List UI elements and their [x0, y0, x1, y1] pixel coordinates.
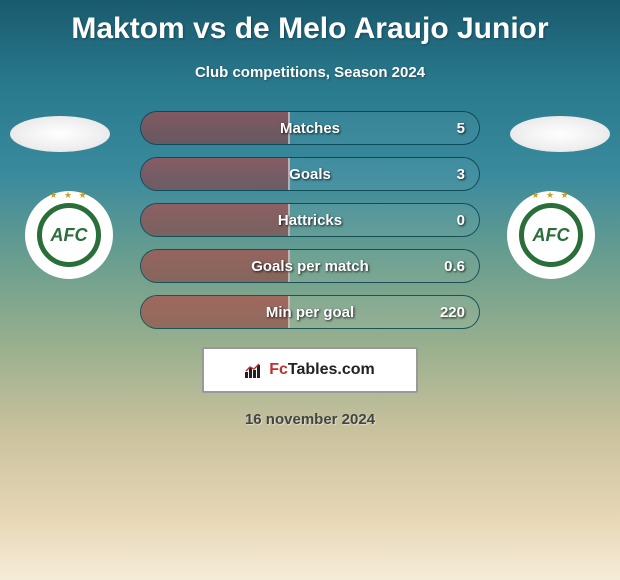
stat-row: Goals 3 — [140, 157, 480, 191]
brand-prefix: Fc — [269, 361, 288, 378]
badge-stars-right: ★ ★ ★ — [531, 190, 570, 201]
badge-text-right: AFC — [533, 225, 570, 246]
player-left-silhouette — [10, 116, 110, 152]
stat-label: Min per goal — [266, 304, 354, 321]
brand-logo: FcTables.com — [245, 361, 375, 379]
badge-text-left: AFC — [51, 225, 88, 246]
stat-value-right: 220 — [440, 304, 465, 321]
brand-box[interactable]: FcTables.com — [202, 347, 418, 393]
stat-label: Hattricks — [278, 212, 342, 229]
stat-value-right: 5 — [457, 120, 465, 137]
stat-label: Goals — [289, 166, 331, 183]
stat-label: Goals per match — [251, 258, 369, 275]
page-title: Maktom vs de Melo Araujo Junior — [0, 0, 620, 46]
stat-fill-left — [141, 204, 290, 236]
badge-stars-left: ★ ★ ★ — [49, 190, 88, 201]
stat-label: Matches — [280, 120, 340, 137]
page-subtitle: Club competitions, Season 2024 — [0, 64, 620, 81]
stat-fill-left — [141, 158, 290, 190]
stat-value-right: 0.6 — [444, 258, 465, 275]
bars-icon — [245, 362, 265, 378]
stats-container: Matches 5 Goals 3 Hattricks 0 Goals per match 0… — [140, 111, 480, 329]
date-text: 16 november 2024 — [0, 411, 620, 428]
brand-suffix: Tables.com — [288, 361, 375, 378]
club-badge-left: ★ ★ ★ AFC — [25, 191, 113, 279]
stat-fill-left — [141, 112, 290, 144]
stat-row: Matches 5 — [140, 111, 480, 145]
stat-value-right: 0 — [457, 212, 465, 229]
stat-row: Hattricks 0 — [140, 203, 480, 237]
stat-row: Goals per match 0.6 — [140, 249, 480, 283]
stat-value-right: 3 — [457, 166, 465, 183]
player-right-silhouette — [510, 116, 610, 152]
comparison-content: ★ ★ ★ AFC ★ ★ ★ AFC Matches 5 Goals 3 Hattri… — [0, 111, 620, 428]
club-badge-right: ★ ★ ★ AFC — [507, 191, 595, 279]
stat-row: Min per goal 220 — [140, 295, 480, 329]
